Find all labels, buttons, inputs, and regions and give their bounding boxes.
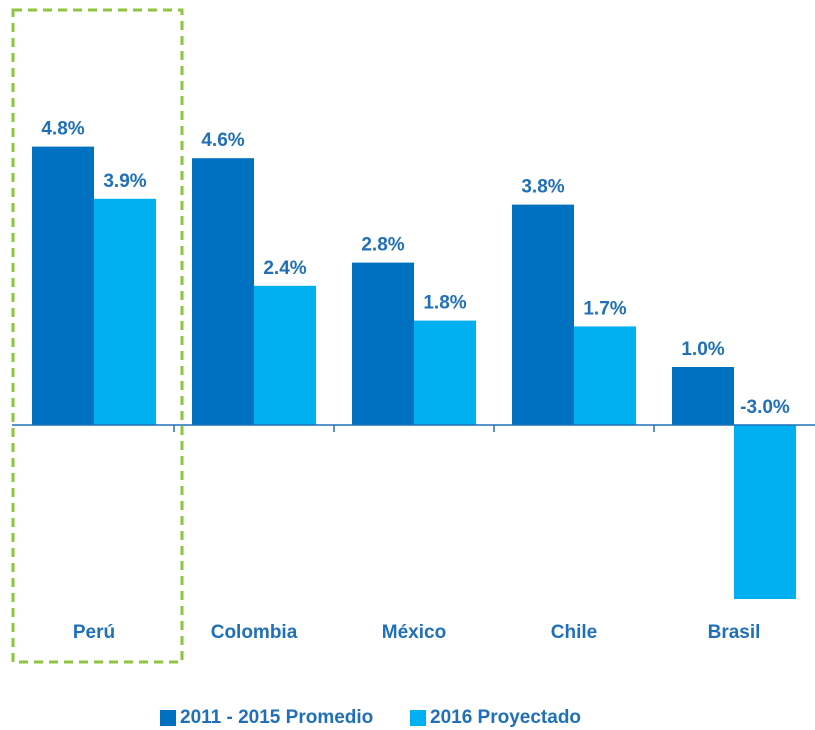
- bar: [352, 262, 414, 425]
- value-label: 3.9%: [103, 171, 146, 192]
- highlight-box: [11, 8, 184, 664]
- legend-label: 2016 Proyectado: [430, 707, 581, 728]
- value-label: 4.6%: [201, 130, 244, 151]
- bar: [512, 204, 574, 425]
- bar: [254, 285, 316, 425]
- x-tick-label: Colombia: [211, 622, 298, 643]
- legend-swatch: [410, 710, 426, 726]
- bar: [574, 326, 636, 425]
- legend-swatch: [160, 710, 176, 726]
- value-label: 1.8%: [423, 293, 466, 314]
- x-tick-label: Perú: [73, 622, 115, 643]
- x-tick-label: México: [382, 622, 446, 643]
- legend-label: 2011 - 2015 Promedio: [180, 707, 373, 728]
- bar: [32, 146, 94, 425]
- x-tick-label: Chile: [551, 622, 597, 643]
- value-label: 4.8%: [41, 119, 84, 140]
- value-label: -3.0%: [740, 397, 790, 418]
- value-label: 1.7%: [583, 298, 626, 319]
- bar: [192, 158, 254, 425]
- bar: [94, 198, 156, 425]
- value-label: 3.8%: [521, 177, 564, 198]
- bar: [672, 367, 734, 425]
- x-tick-label: Brasil: [708, 622, 761, 643]
- value-label: 2.4%: [263, 258, 306, 279]
- value-label: 2.8%: [361, 235, 404, 256]
- bar: [414, 320, 476, 425]
- bar: [734, 425, 796, 599]
- value-label: 1.0%: [681, 339, 724, 360]
